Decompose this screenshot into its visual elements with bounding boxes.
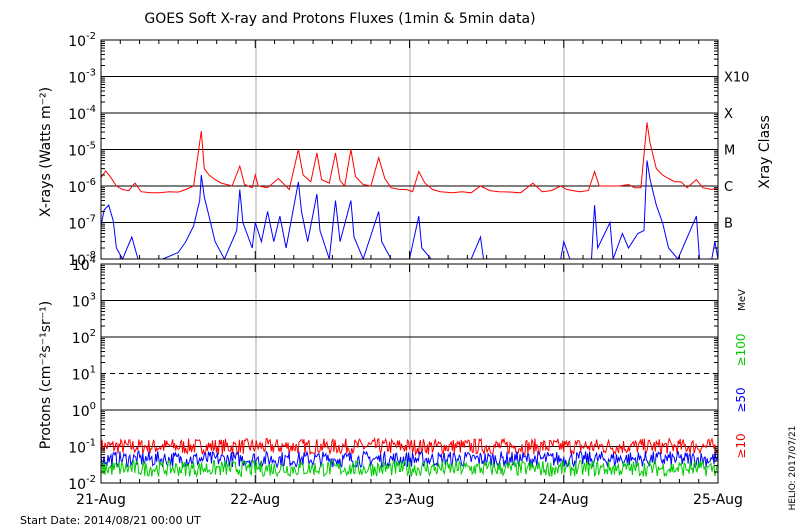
xray-panel: 10-8 10-7 10-6 10-5 10-4 10-3 10-2 B C M X X10 X-r… [38, 31, 773, 269]
xray-y-tick-label: 10-3 [68, 68, 96, 87]
xray-y-tick-label: 10-4 [68, 104, 96, 123]
proton-y-tick-label: 102 [72, 328, 96, 347]
proton-y-tick-label: 10-1 [68, 438, 96, 457]
xray-y-tick-label: 10-2 [68, 31, 96, 50]
xray-class-label: C [724, 180, 733, 195]
proton-y-tick-label: 101 [72, 365, 96, 384]
credit-label: HELIO: 2017/07/21 [788, 426, 798, 511]
xray-class-label: M [724, 144, 735, 159]
energy-unit-label: MeV [737, 289, 748, 311]
xray-y-tick-label: 10-5 [68, 141, 96, 160]
xray-y-tick-label: 10-7 [68, 214, 96, 233]
xray-y-axis-label: X-rays (Watts m⁻²) [38, 87, 54, 217]
proton-y-tick-label: 100 [72, 401, 96, 420]
proton-y-axis-label: Protons (cm⁻²s⁻¹sr⁻¹) [38, 301, 54, 450]
x-tick-label: 24-Aug [539, 492, 589, 508]
proton-y-tick-label: 104 [72, 255, 96, 274]
proton-series-line [100, 458, 719, 479]
start-date-label: Start Date: 2014/08/21 00:00 UT [20, 514, 201, 527]
xray-class-label: X [724, 107, 733, 122]
x-tick-label: 23-Aug [385, 492, 435, 508]
chart-title: GOES Soft X-ray and Protons Fluxes (1min… [144, 11, 535, 27]
legend-ge10: ≥10 [734, 433, 748, 458]
proton-panel: 10-2 10-1 100 101 102 103 104 Protons (cm⁻²s⁻¹… [38, 255, 748, 493]
xray-series-line [100, 122, 719, 194]
legend-ge50: ≥50 [734, 387, 748, 412]
legend-ge100: ≥100 [734, 334, 748, 367]
xray-series-line [100, 160, 719, 261]
proton-y-tick-label: 10-2 [68, 474, 96, 493]
xray-class-axis-label: Xray Class [757, 115, 773, 189]
x-tick-label: 22-Aug [230, 492, 280, 508]
proton-series-line [100, 436, 719, 457]
xray-y-tick-label: 10-8 [68, 250, 96, 269]
proton-y-tick-label: 103 [72, 292, 96, 311]
xray-class-label: X10 [724, 71, 749, 86]
xray-class-label: B [724, 217, 733, 232]
xray-y-tick-label: 10-6 [68, 177, 96, 196]
x-tick-label: 25-Aug [693, 492, 743, 508]
x-tick-label: 21-Aug [76, 492, 126, 508]
